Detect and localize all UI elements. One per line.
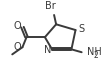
Text: Br: Br [45, 1, 55, 11]
Text: O: O [13, 42, 21, 52]
Text: S: S [78, 24, 84, 34]
Text: O: O [13, 21, 21, 31]
Text: NH: NH [87, 47, 102, 57]
Text: N: N [44, 45, 51, 55]
Text: 2: 2 [93, 51, 98, 60]
